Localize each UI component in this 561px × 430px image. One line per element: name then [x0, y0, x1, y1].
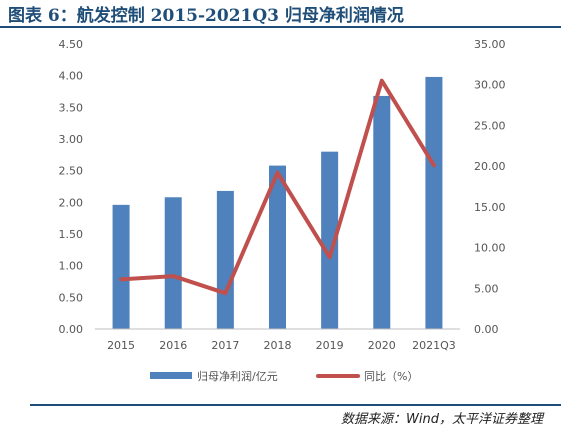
bar — [269, 165, 286, 329]
title-divider — [0, 26, 561, 28]
bar — [321, 151, 339, 329]
y-right-tick-label: 15.00 — [474, 201, 506, 214]
yoy-point — [380, 79, 384, 83]
yoy-point — [119, 277, 123, 281]
x-tick-label: 2020 — [368, 339, 396, 352]
chart-title: 图表 6：航发控制 2015-2021Q3 归母净利润情况 — [8, 6, 404, 26]
source-divider — [30, 404, 561, 406]
yoy-point — [223, 291, 227, 295]
x-tick-label: 2018 — [264, 339, 292, 352]
yoy-point — [171, 274, 175, 278]
x-tick-label: 2019 — [316, 339, 344, 352]
yoy-point — [276, 171, 279, 175]
legend-bar-label: 归母净利润/亿元 — [197, 369, 278, 383]
y-left-tick-label: 4.50 — [59, 38, 84, 51]
y-right-tick-label: 20.00 — [474, 160, 506, 173]
bar — [373, 95, 391, 329]
y-left-tick-label: 0.00 — [59, 323, 84, 336]
chart-area: 0.00 0.50 1.00 1.50 2.00 2.50 3.00 3.50 4.00 4.50… — [59, 38, 506, 383]
legend-line-label: 同比（%） — [364, 370, 418, 383]
y-right-tick-label: 25.00 — [474, 119, 506, 132]
source-note: 数据来源：Wind，太平洋证券整理 — [341, 412, 543, 427]
bar — [425, 76, 443, 329]
title-bar: 图表 6：航发控制 2015-2021Q3 归母净利润情况 — [0, 0, 561, 28]
y-left-tick-label: 1.00 — [59, 260, 84, 273]
y-left-tick-label: 4.00 — [59, 70, 84, 83]
x-tick-label: 2021Q3 — [412, 339, 456, 352]
bar — [112, 204, 130, 329]
y-right-tick-label: 35.00 — [474, 38, 506, 51]
y-left-tick-label: 3.00 — [59, 133, 84, 146]
bar — [216, 190, 234, 329]
legend-bar-swatch — [150, 372, 192, 379]
y-right-tick-label: 5.00 — [474, 282, 499, 295]
y-left-tick-label: 3.50 — [59, 101, 84, 114]
yoy-point — [432, 163, 436, 167]
bar — [164, 197, 182, 329]
yoy-point — [328, 255, 332, 259]
y-left-tick-label: 0.50 — [59, 291, 84, 304]
x-tick-label: 2016 — [159, 339, 187, 352]
y-left-tick-label: 2.50 — [59, 165, 84, 178]
y-right-tick-label: 30.00 — [474, 79, 506, 92]
y-right-tick-label: 0.00 — [474, 323, 499, 336]
y-left-tick-label: 2.00 — [59, 196, 84, 209]
y-right-tick-label: 10.00 — [474, 242, 506, 255]
x-tick-label: 2017 — [211, 339, 239, 352]
y-left-tick-label: 1.50 — [59, 228, 84, 241]
x-tick-label: 2015 — [107, 339, 135, 352]
